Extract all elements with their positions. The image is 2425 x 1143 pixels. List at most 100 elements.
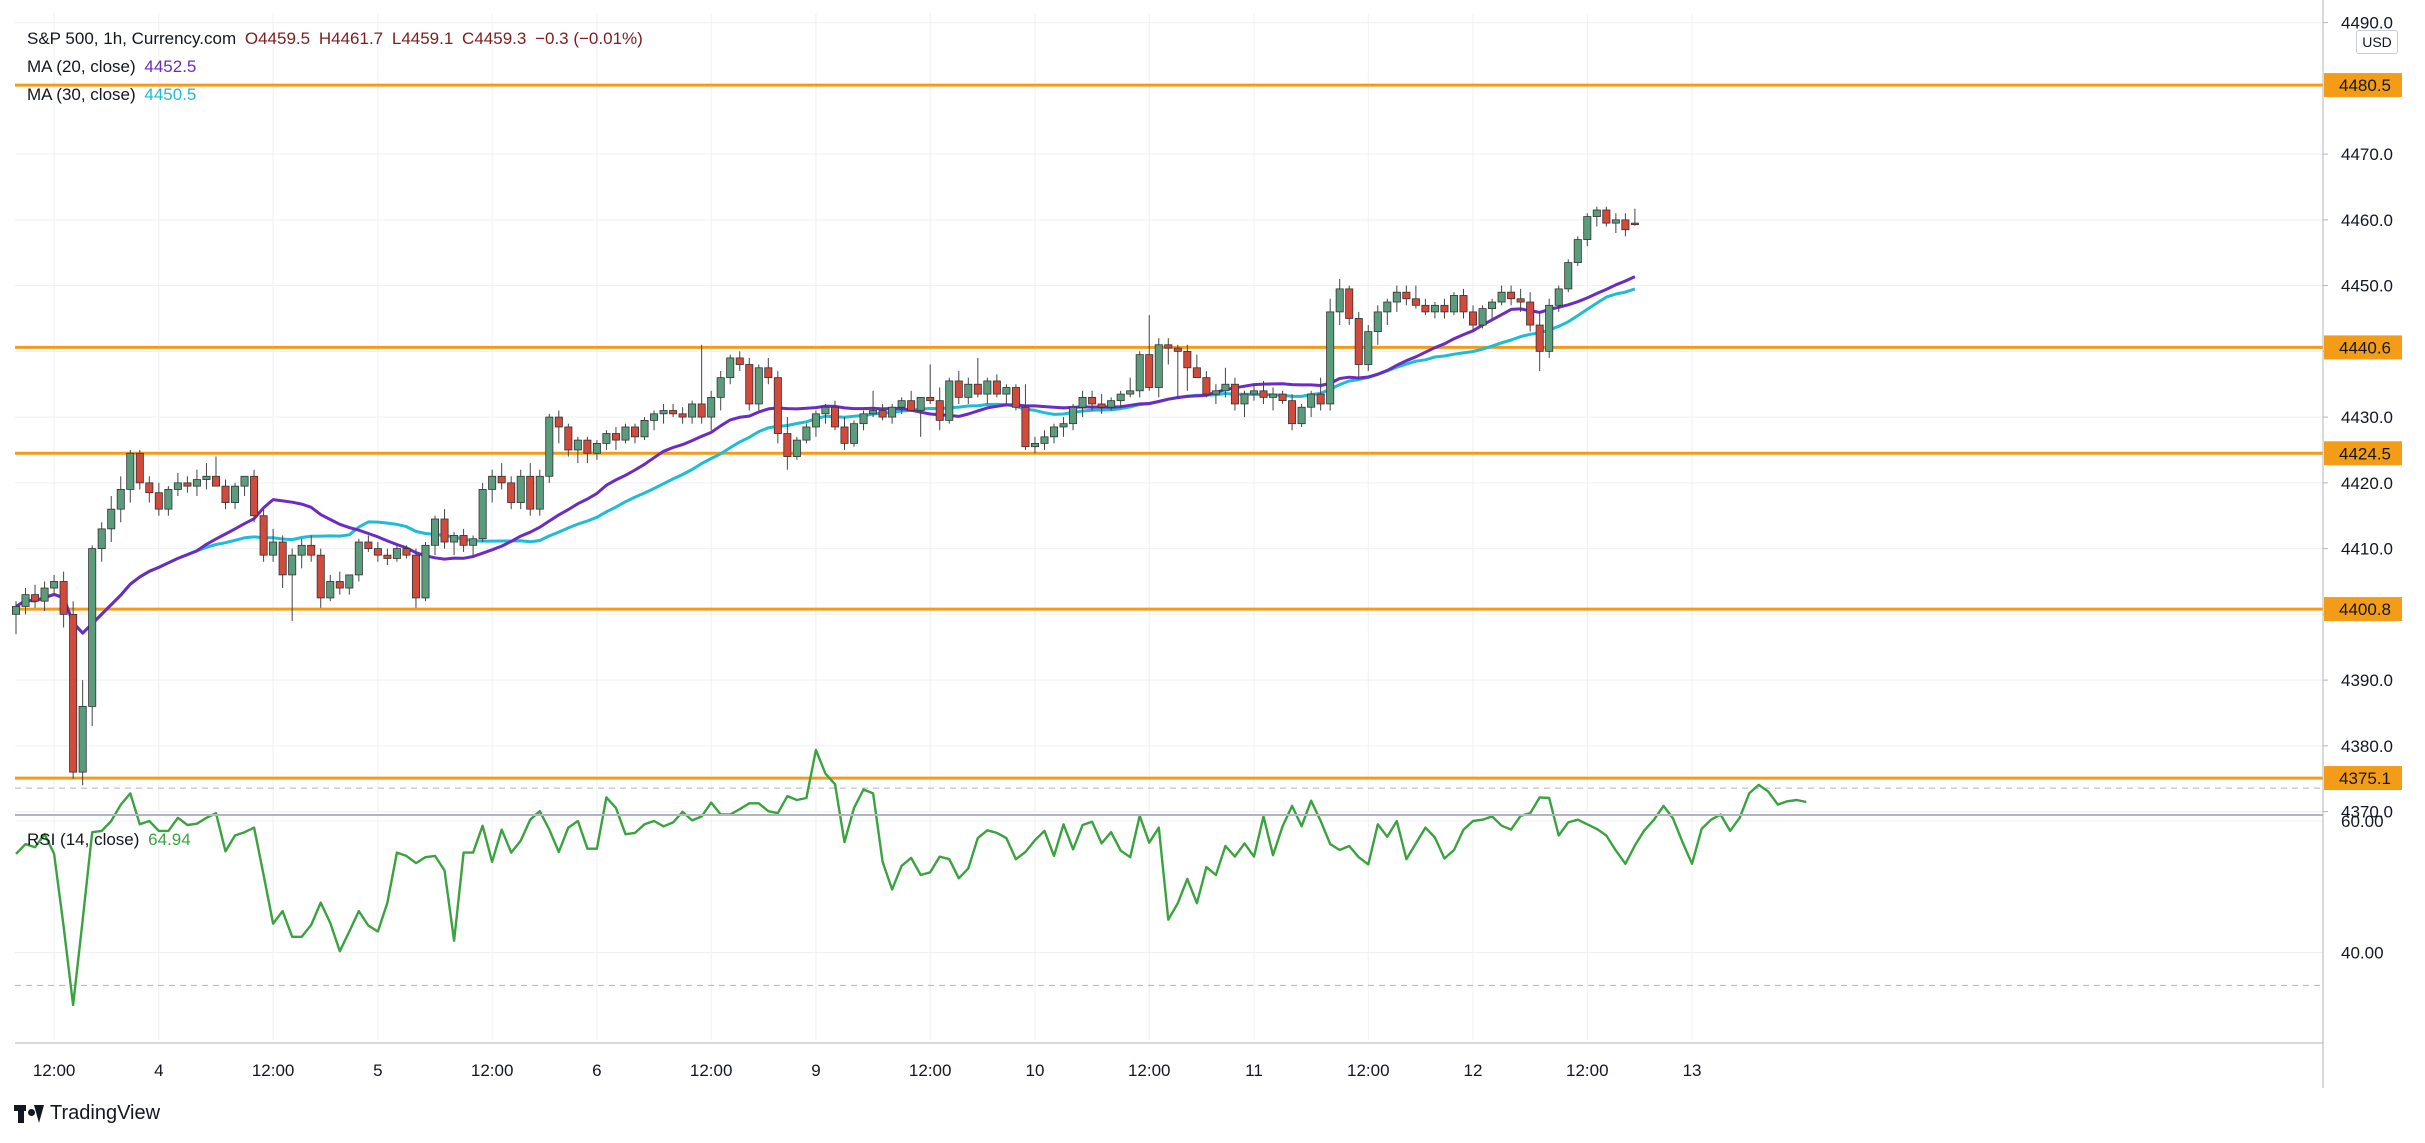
candle[interactable] bbox=[1535, 311, 1544, 372]
candle[interactable] bbox=[1621, 213, 1630, 237]
candle[interactable] bbox=[669, 403, 678, 418]
candle[interactable] bbox=[307, 535, 316, 562]
candle[interactable] bbox=[526, 463, 535, 516]
candle[interactable] bbox=[1145, 315, 1154, 391]
candle[interactable] bbox=[145, 476, 154, 503]
symbol-label[interactable]: S&P 500, 1h, Currency.com bbox=[27, 29, 237, 48]
candle[interactable] bbox=[1221, 367, 1230, 398]
candle[interactable] bbox=[1335, 279, 1344, 326]
candle[interactable] bbox=[183, 476, 192, 493]
candle[interactable] bbox=[40, 581, 49, 612]
support-resistance-levels[interactable] bbox=[15, 83, 2323, 780]
candle[interactable] bbox=[1611, 213, 1620, 233]
candle[interactable] bbox=[478, 482, 487, 543]
candle[interactable] bbox=[269, 528, 278, 562]
candle[interactable] bbox=[1164, 338, 1173, 365]
candle[interactable] bbox=[583, 436, 592, 464]
candle[interactable] bbox=[1630, 208, 1639, 226]
candle[interactable] bbox=[1564, 259, 1573, 293]
candle[interactable] bbox=[392, 545, 401, 562]
candle[interactable] bbox=[535, 469, 544, 516]
candle[interactable] bbox=[411, 548, 420, 608]
candle[interactable] bbox=[297, 538, 306, 569]
candle[interactable] bbox=[545, 413, 554, 483]
candle[interactable] bbox=[1088, 390, 1097, 411]
candle[interactable] bbox=[773, 371, 782, 444]
candle[interactable] bbox=[1202, 371, 1211, 398]
candle[interactable] bbox=[821, 403, 830, 424]
candle[interactable] bbox=[211, 456, 220, 487]
candle[interactable] bbox=[1011, 384, 1020, 411]
candle[interactable] bbox=[764, 357, 773, 385]
candle[interactable] bbox=[707, 390, 716, 431]
candles[interactable] bbox=[11, 206, 1639, 786]
candle[interactable] bbox=[830, 400, 839, 431]
candle[interactable] bbox=[1078, 390, 1087, 418]
candle[interactable] bbox=[116, 476, 125, 523]
candle[interactable] bbox=[516, 469, 525, 510]
candle[interactable] bbox=[964, 377, 973, 404]
candle[interactable] bbox=[1526, 292, 1535, 332]
candle[interactable] bbox=[383, 548, 392, 566]
candle[interactable] bbox=[164, 486, 173, 516]
candle[interactable] bbox=[954, 371, 963, 404]
candle[interactable] bbox=[907, 390, 916, 411]
rsi-pane[interactable] bbox=[15, 748, 1807, 1007]
candle[interactable] bbox=[1288, 394, 1297, 431]
candle[interactable] bbox=[1259, 380, 1268, 404]
currency-badge[interactable]: USD bbox=[2356, 30, 2398, 54]
candle[interactable] bbox=[1402, 285, 1411, 306]
rsi-legend[interactable]: RSI (14, close) 64.94 bbox=[27, 829, 195, 851]
candle[interactable] bbox=[1488, 298, 1497, 319]
candle[interactable] bbox=[1107, 397, 1116, 411]
candle[interactable] bbox=[1192, 354, 1201, 379]
candle[interactable] bbox=[1059, 417, 1068, 437]
candle[interactable] bbox=[983, 377, 992, 404]
candle[interactable] bbox=[69, 601, 78, 779]
candle[interactable] bbox=[745, 357, 754, 411]
candle[interactable] bbox=[316, 548, 325, 608]
candle[interactable] bbox=[278, 535, 287, 589]
candle[interactable] bbox=[1126, 377, 1135, 398]
candle[interactable] bbox=[850, 420, 859, 447]
candle[interactable] bbox=[592, 440, 601, 460]
candle[interactable] bbox=[1392, 285, 1401, 312]
candle[interactable] bbox=[1411, 285, 1420, 309]
candle[interactable] bbox=[402, 545, 411, 559]
ma30-legend[interactable]: MA (30, close) 4450.5 bbox=[27, 84, 200, 106]
candle[interactable] bbox=[345, 574, 354, 595]
candle[interactable] bbox=[1040, 430, 1049, 450]
candle[interactable] bbox=[1573, 236, 1582, 266]
candle[interactable] bbox=[421, 542, 430, 602]
candle[interactable] bbox=[1297, 403, 1306, 427]
candle[interactable] bbox=[440, 509, 449, 549]
candle[interactable] bbox=[564, 423, 573, 457]
candle[interactable] bbox=[97, 522, 106, 562]
candle[interactable] bbox=[1326, 298, 1335, 411]
candle[interactable] bbox=[1373, 305, 1382, 345]
candle[interactable] bbox=[1430, 302, 1439, 319]
candle[interactable] bbox=[373, 542, 382, 562]
candle[interactable] bbox=[1173, 344, 1182, 398]
candle[interactable] bbox=[1269, 387, 1278, 411]
candle[interactable] bbox=[1583, 213, 1592, 247]
candle[interactable] bbox=[1249, 384, 1258, 401]
candle[interactable] bbox=[697, 344, 706, 424]
candle[interactable] bbox=[1183, 344, 1192, 391]
candle[interactable] bbox=[1154, 338, 1163, 398]
candle[interactable] bbox=[488, 469, 497, 503]
candle[interactable] bbox=[554, 410, 563, 444]
candle[interactable] bbox=[602, 430, 611, 450]
candle[interactable] bbox=[240, 475, 249, 496]
candle[interactable] bbox=[1507, 285, 1516, 306]
candle[interactable] bbox=[735, 351, 744, 372]
candle[interactable] bbox=[126, 449, 135, 503]
candle[interactable] bbox=[1364, 325, 1373, 372]
candle[interactable] bbox=[1116, 390, 1125, 408]
candle[interactable] bbox=[945, 377, 954, 424]
candle[interactable] bbox=[231, 482, 240, 510]
candle[interactable] bbox=[802, 423, 811, 444]
candle[interactable] bbox=[431, 515, 440, 556]
candle[interactable] bbox=[1316, 377, 1325, 411]
